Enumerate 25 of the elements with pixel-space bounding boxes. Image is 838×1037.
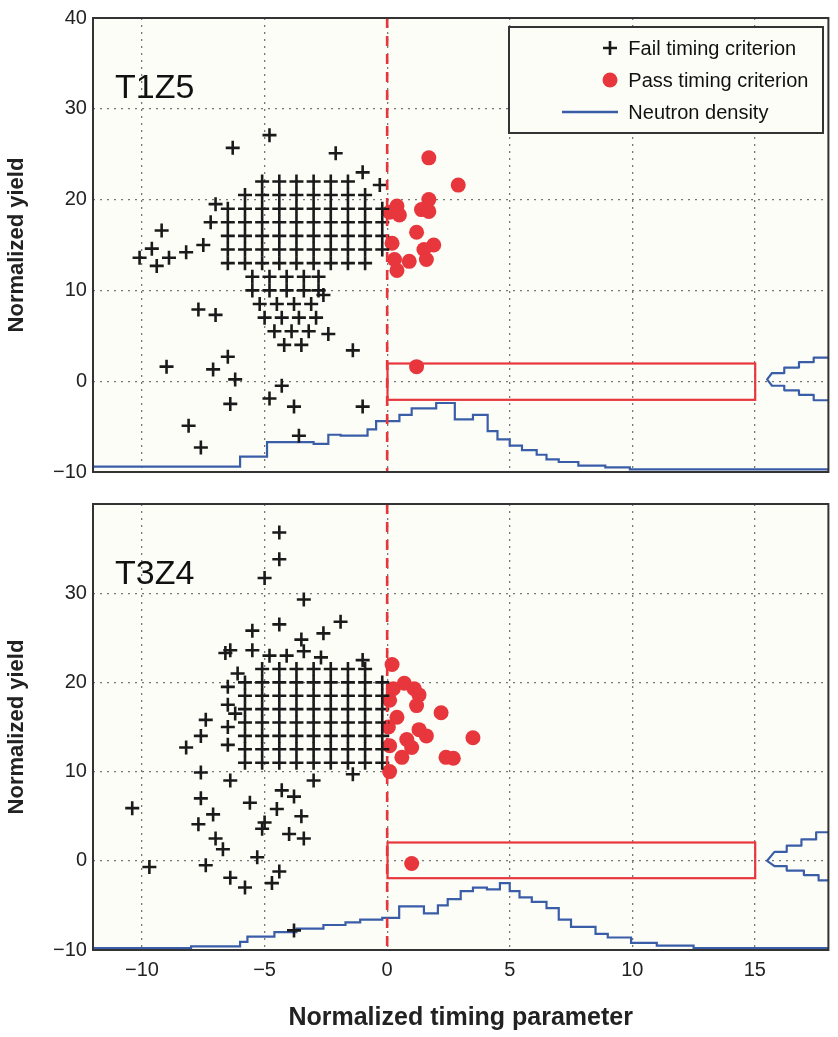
y-tick-label: −10	[53, 459, 87, 482]
annotation: T1Z5	[115, 67, 195, 105]
y-tick-label: 10	[64, 759, 87, 782]
y-axis-title: Normalized yield	[3, 157, 29, 333]
y-tick-label: −10	[53, 937, 87, 960]
legend-label: Fail timing criterion	[628, 36, 797, 60]
y-tick-label: 40	[64, 5, 87, 28]
x-tick-label: 5	[504, 957, 516, 980]
y-tick-label: 10	[64, 277, 87, 300]
y-tick-label: 30	[64, 96, 87, 119]
x-tick-label: −5	[253, 957, 276, 980]
x-tick-label: 15	[743, 957, 766, 980]
legend-label: Pass timing criterion	[628, 68, 809, 92]
x-tick-label: −10	[125, 957, 159, 980]
x-tick-label: 10	[621, 957, 644, 980]
legend-label: Neutron density	[628, 100, 769, 124]
y-tick-label: 0	[75, 368, 87, 391]
y-tick-label: 30	[64, 580, 87, 603]
annotation: T3Z4	[115, 553, 195, 591]
y-tick-label: 20	[64, 669, 87, 692]
y-axis-title: Normalized yield	[3, 639, 29, 815]
x-axis-title: Normalized timing parameter	[288, 1001, 634, 1030]
y-tick-label: 0	[75, 848, 87, 871]
y-tick-label: 20	[64, 187, 87, 210]
x-tick-label: 0	[381, 957, 393, 980]
